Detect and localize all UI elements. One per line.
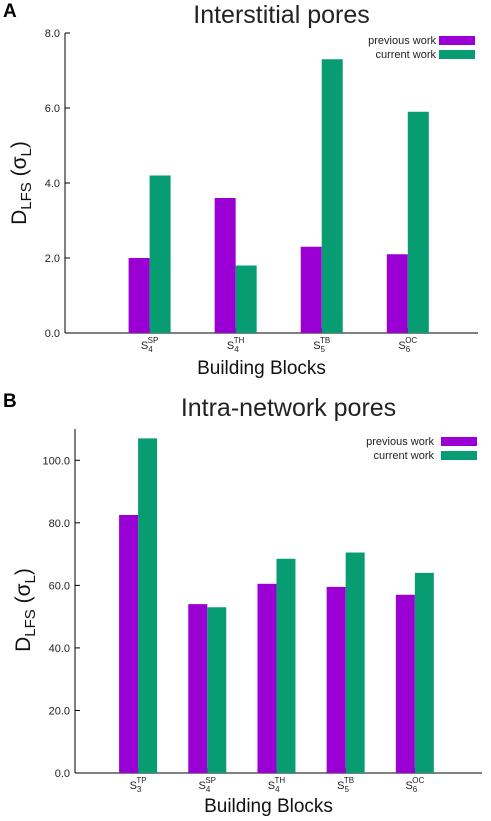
x-tick-label: S4SP	[199, 776, 216, 794]
bar-previous	[119, 515, 139, 773]
x-tick-label: S5TB	[337, 776, 354, 794]
bar-previous	[395, 594, 415, 773]
bar-current	[207, 607, 227, 773]
chart-panel-a: A Interstitial pores 0.0 2.0 4.0 6.0 8.0 S4SP S4…	[3, 1, 478, 379]
chart-title: Intra-network pores	[181, 394, 396, 422]
bar-previous	[326, 586, 346, 773]
bar-current	[276, 558, 296, 773]
x-tick-label: S5TB	[313, 336, 330, 354]
bar-current	[414, 572, 434, 773]
legend-swatch	[441, 437, 477, 446]
y-tick-label: 40.0	[49, 643, 70, 655]
legend-swatch	[439, 36, 475, 45]
chart-panel-b: B Intra-network pores 0.0 20.0 40.0 60.0 80.0 1…	[3, 391, 482, 817]
x-tick-label: S3TP	[130, 776, 147, 794]
bar-previous	[214, 198, 236, 333]
legend-label: current work	[373, 450, 434, 462]
legend-label: current work	[375, 49, 436, 61]
y-axis-label: DLFS (σL)	[8, 141, 35, 225]
bar-previous	[386, 254, 408, 333]
y-tick-label: 20.0	[49, 705, 70, 717]
y-tick-label: 0.0	[45, 328, 60, 340]
bar-previous	[257, 583, 277, 773]
panel-letter: B	[3, 391, 17, 412]
bar-current	[321, 59, 343, 333]
bar-current	[235, 265, 257, 333]
bar-current	[407, 111, 429, 333]
bar-current	[345, 552, 365, 773]
y-axis-label: DLFS (σL)	[12, 568, 39, 652]
x-axis-label: Building Blocks	[204, 796, 333, 817]
y-tick-label: 8.0	[45, 28, 60, 40]
bar-previous	[188, 604, 208, 773]
bar-previous	[300, 246, 322, 333]
chart-title: Interstitial pores	[193, 1, 369, 29]
legend-label: previous work	[368, 35, 436, 47]
y-tick-label: 4.0	[45, 178, 60, 190]
x-tick-label: S4TH	[268, 776, 286, 794]
legend-swatch	[441, 451, 477, 460]
legend-swatch	[439, 50, 475, 59]
bar-previous	[128, 258, 150, 333]
panel-letter: A	[3, 1, 17, 22]
x-tick-label: S6OC	[405, 776, 424, 794]
y-tick-label: 6.0	[45, 103, 60, 115]
y-tick-label: 60.0	[49, 580, 70, 592]
x-tick-label: S6OC	[398, 336, 417, 354]
bar-current	[138, 438, 158, 773]
y-tick-label: 100.0	[42, 455, 70, 467]
y-tick-label: 2.0	[45, 253, 60, 265]
x-axis-label: Building Blocks	[197, 358, 326, 379]
x-tick-label: S4TH	[227, 336, 245, 354]
y-tick-label: 0.0	[55, 768, 70, 780]
bar-current	[149, 175, 171, 333]
legend-label: previous work	[366, 436, 434, 448]
y-tick-label: 80.0	[49, 518, 70, 530]
x-tick-label: S4SP	[141, 336, 158, 354]
